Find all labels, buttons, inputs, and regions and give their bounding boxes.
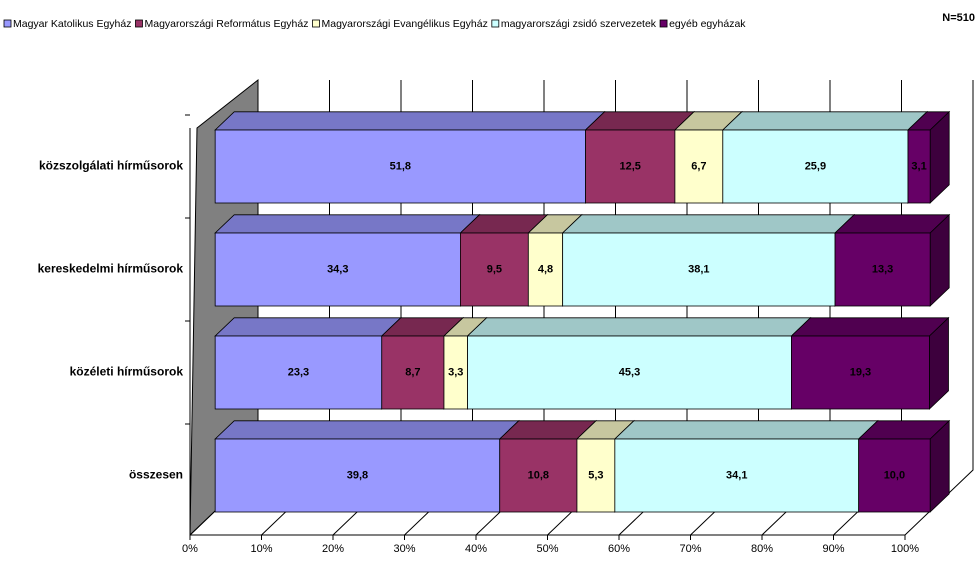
bar [214,129,586,204]
bar-top [561,214,856,234]
data-label: 3,1 [911,160,926,172]
legend-swatch [135,19,143,28]
legend-label: Magyarországi Református Egyház [144,18,308,30]
bar-top [214,111,606,131]
bar [214,232,461,307]
bar [614,438,860,513]
data-label: 12,5 [620,160,641,172]
bar-segment [790,316,950,410]
data-label: 8,7 [405,366,420,378]
bar-segment [214,419,520,513]
data-label: 19,3 [850,366,871,378]
x-tick-label: 90% [822,543,844,555]
bar-segment [214,316,402,410]
x-tick-label: 40% [465,543,487,555]
legend-swatch [312,19,320,28]
bar [834,232,931,307]
bar-top [466,317,812,337]
bar [722,129,909,204]
bar-segment [561,213,856,307]
legend-label: egyéb egyházak [669,18,746,30]
grid-line [904,80,974,536]
x-tick-label: 100% [891,543,919,555]
data-label: 51,8 [390,160,411,172]
y-tick-label: összesen [129,468,183,482]
y-tick-label: közszolgálati hírműsorok [39,159,183,173]
bar-segment [857,419,951,513]
data-label: 5,3 [588,469,603,481]
y-tick-label: közéleti hírműsorok [70,365,184,379]
legend-label: Magyarországi Evangélikus Egyház [321,18,487,30]
bar-segment [466,316,812,410]
data-label: 23,3 [288,366,309,378]
annotation: N=510 [942,12,975,24]
data-label: 10,0 [884,469,905,481]
data-label: 34,3 [327,263,348,275]
x-tick-label: 30% [393,543,415,555]
legend-swatch [3,19,12,28]
bar-segment [214,110,606,204]
x-tick-label: 70% [679,543,701,555]
bar [214,335,383,410]
bar [527,232,564,307]
y-tick-label: kereskedelmi hírműsorok [38,262,184,276]
data-label: 39,8 [347,469,368,481]
x-tick-label: 10% [250,543,272,555]
bar-top [214,214,481,234]
bar-segment [721,110,929,204]
legend-swatch [491,19,500,28]
bar-top [790,317,950,337]
x-tick-label: 0% [182,543,198,555]
bar [858,438,931,513]
bar-segment [906,110,951,204]
bar-top [834,214,951,234]
data-label: 13,3 [872,263,893,275]
bar-top [721,111,929,131]
bar [791,335,930,410]
x-tick-label: 60% [608,543,630,555]
data-label: 10,8 [528,469,549,481]
x-tick-label: 50% [536,543,558,555]
legend-label: magyarországi zsidó szervezetek [501,18,657,30]
bar [381,335,445,410]
data-label: 3,3 [448,366,463,378]
bar [576,438,616,513]
legend-swatch [659,19,668,28]
bar [499,438,578,513]
data-label: 34,1 [726,469,747,481]
bar-top [613,420,879,440]
bar [467,335,792,410]
bar-segment [214,213,481,307]
bar-top [214,420,520,440]
bar-segment [834,213,951,307]
legend-label: Magyar Katolikus Egyház [13,18,131,30]
x-tick-label: 80% [751,543,773,555]
bar [674,129,724,204]
bar [460,232,529,307]
data-label: 45,3 [619,366,640,378]
x-tick-label: 20% [322,543,344,555]
data-label: 25,9 [805,160,826,172]
bar [907,129,931,204]
data-label: 6,7 [691,160,706,172]
data-label: 4,8 [538,263,553,275]
data-label: 38,1 [688,263,709,275]
bar [585,129,676,204]
bar-top [214,317,402,337]
data-label: 9,5 [487,263,502,275]
bar-segment [613,419,879,513]
bar [214,438,501,513]
